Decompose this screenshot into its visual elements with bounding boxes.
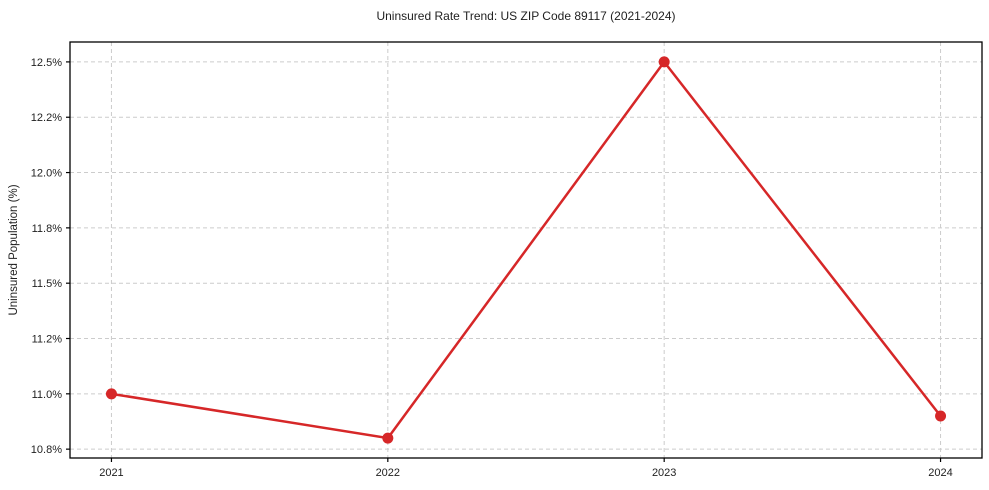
y-tick-label: 11.0% xyxy=(32,389,63,401)
y-tick-label: 10.8% xyxy=(31,444,62,456)
data-point-2022 xyxy=(382,432,394,444)
trend-line xyxy=(110,60,942,440)
x-tick-label: 2024 xyxy=(928,467,952,479)
y-tick-label: 11.8% xyxy=(32,223,63,235)
y-tick-label: 11.5% xyxy=(32,278,63,290)
y-tick-label: 12.0% xyxy=(31,168,62,180)
data-point-2021 xyxy=(105,388,117,400)
data-point-2024 xyxy=(935,410,947,422)
x-tick-label: 2023 xyxy=(652,467,676,479)
y-tick-label: 12.2% xyxy=(31,112,62,124)
x-tick-label: 2021 xyxy=(99,467,123,479)
chart-title: Uninsured Rate Trend: US ZIP Code 89117 … xyxy=(376,9,676,23)
axes-frame xyxy=(69,41,983,459)
x-tick-label: 2022 xyxy=(376,467,400,479)
y-tick-label: 11.2% xyxy=(32,334,63,346)
data-point-2023 xyxy=(658,56,670,68)
y-tick-label: 12.5% xyxy=(31,57,62,69)
